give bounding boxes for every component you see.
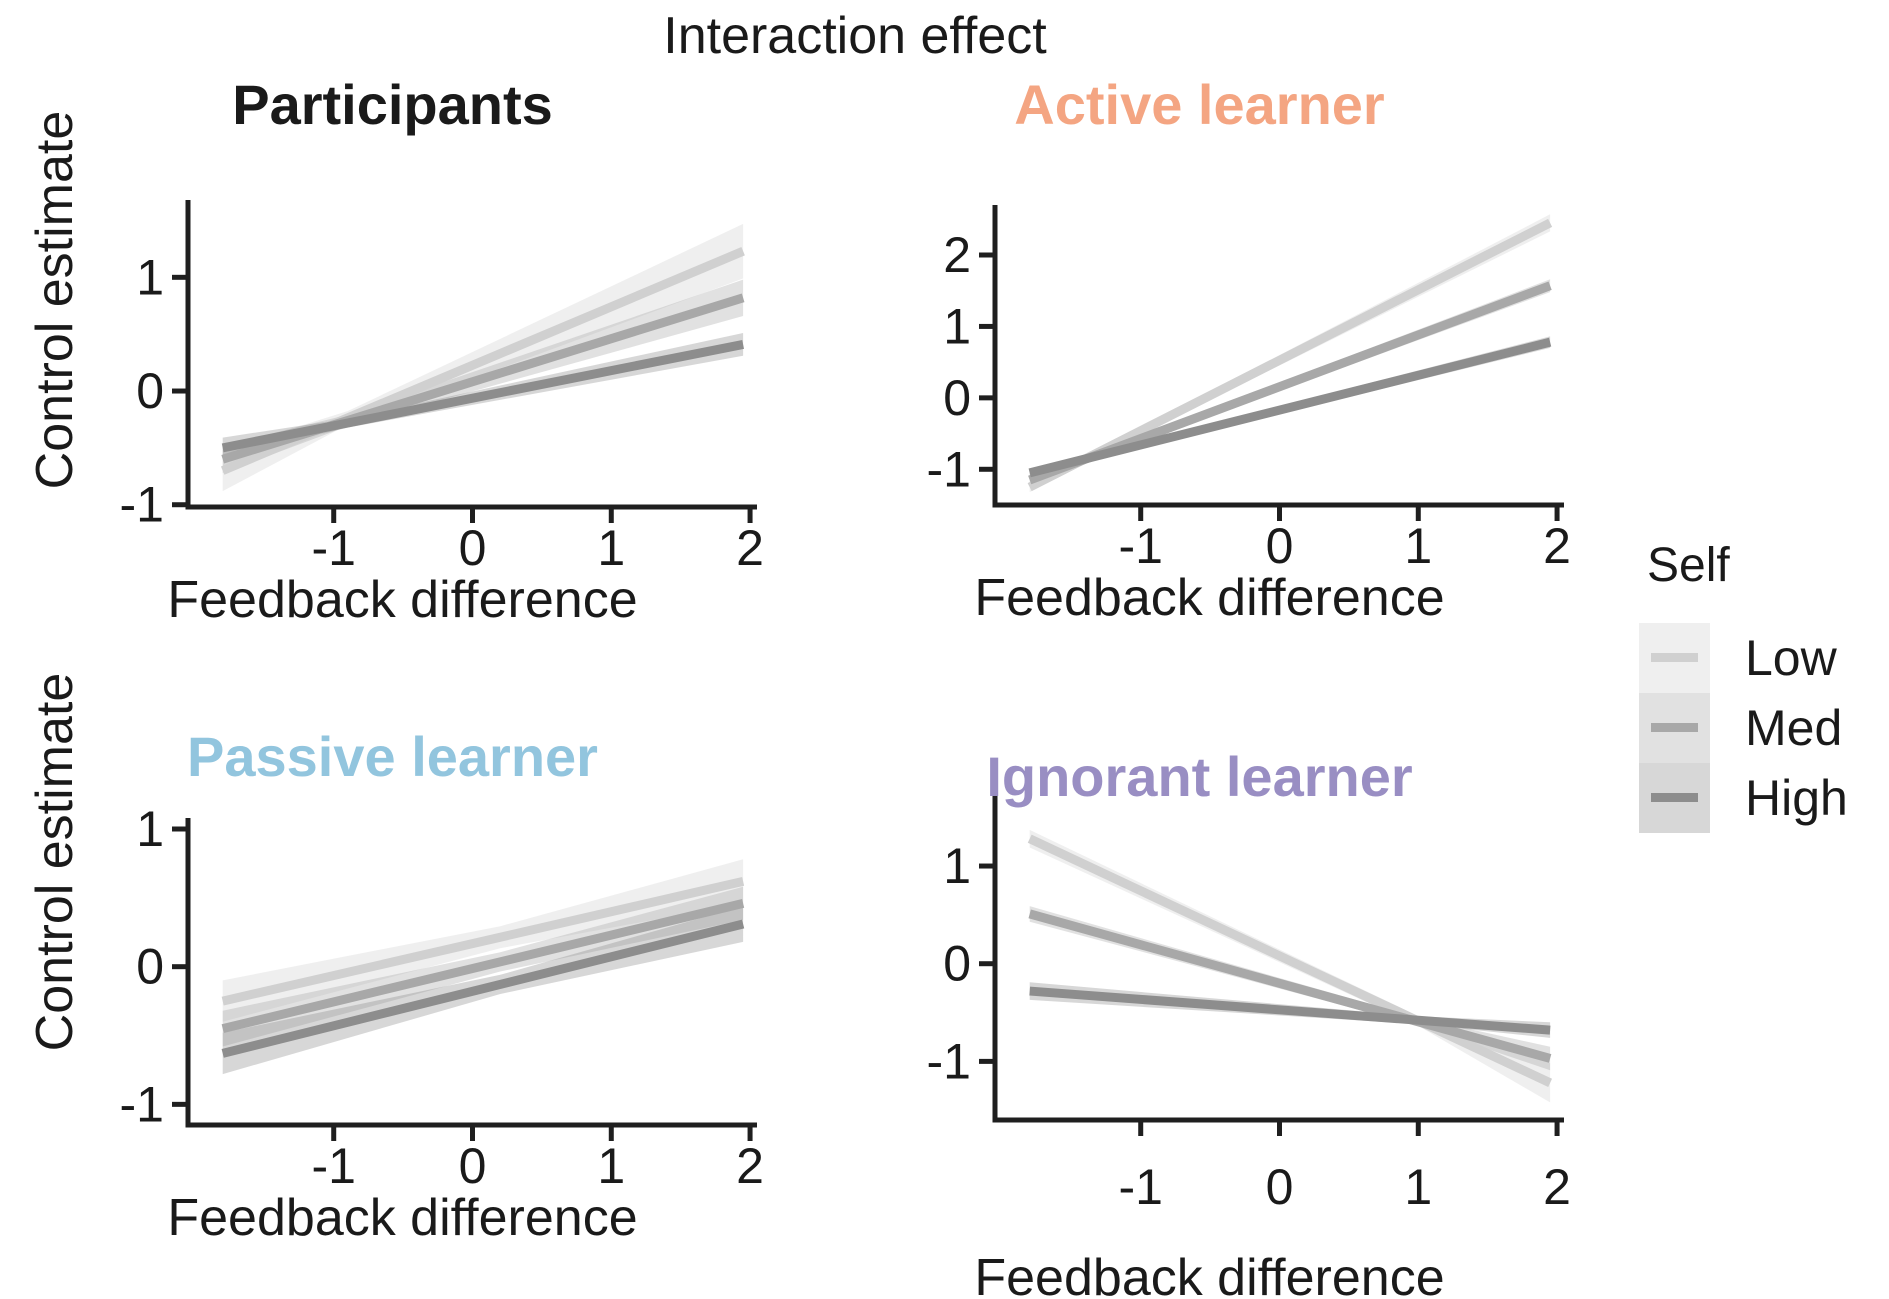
fit-line-high	[221, 339, 744, 453]
x-tick-label: 2	[1543, 518, 1571, 574]
x-axis-label-ignorant-learner: Feedback difference	[974, 1249, 1445, 1299]
x-tick-label: 1	[1404, 518, 1432, 574]
panel-title-participants: Participants	[232, 73, 553, 136]
y-tick-label: -1	[120, 1076, 164, 1132]
x-tick-label: 1	[597, 1138, 625, 1194]
legend-key-line-low	[1651, 653, 1698, 662]
legend-label-med: Med	[1745, 700, 1843, 756]
legend-key-med	[1639, 693, 1710, 763]
legend-key-line-high	[1651, 793, 1698, 802]
x-tick-label: 1	[597, 520, 625, 576]
legend-label-high: High	[1745, 770, 1848, 826]
y-tick-label: 1	[943, 838, 971, 894]
legend: Self Low Med High	[1639, 538, 1889, 878]
x-tick-label: 2	[736, 520, 764, 576]
legend-label-low: Low	[1745, 630, 1837, 686]
y-tick-label: 1	[136, 249, 164, 305]
x-tick-label: 2	[736, 1138, 764, 1194]
x-axis-label-participants: Feedback difference	[167, 571, 638, 629]
x-axis-label-passive-learner: Feedback difference	[167, 1189, 638, 1247]
y-tick-label: 1	[136, 801, 164, 857]
x-tick-label: -1	[311, 1138, 355, 1194]
legend-key-low	[1639, 623, 1710, 693]
y-tick-label: 0	[136, 363, 164, 419]
x-tick-label: 0	[459, 1138, 487, 1194]
fit-line-med	[1028, 909, 1552, 1063]
x-tick-label: 0	[1266, 1159, 1294, 1215]
axis-lines	[185, 818, 757, 1128]
y-axis-label-bottom-row: Control estimate	[26, 672, 84, 1052]
fit-line-med	[221, 898, 745, 1034]
y-tick-label: 0	[943, 936, 971, 992]
x-tick-label: -1	[1118, 1159, 1162, 1215]
x-axis-label-active-learner: Feedback difference	[974, 569, 1445, 627]
x-tick-label: 0	[1266, 518, 1294, 574]
x-tick-label: 2	[1543, 1159, 1571, 1215]
legend-key-high	[1639, 763, 1710, 833]
legend-title: Self	[1647, 539, 1730, 592]
fit-line-low	[1027, 834, 1553, 1087]
y-tick-label: 0	[943, 370, 971, 426]
legend-key-line-med	[1651, 723, 1698, 732]
y-tick-label: -1	[927, 1033, 971, 1089]
fit-line-high	[1028, 337, 1552, 478]
axis-lines	[992, 783, 1564, 1123]
fit-line-high	[221, 919, 745, 1058]
fit-line-low	[221, 876, 745, 1006]
y-tick-label: -1	[120, 477, 164, 533]
x-tick-label: -1	[1118, 518, 1162, 574]
fit-line-high	[1029, 986, 1551, 1035]
x-tick-label: 0	[459, 520, 487, 576]
panel-title-active-learner: Active learner	[1014, 73, 1385, 136]
panel-title-passive-learner: Passive learner	[187, 725, 598, 788]
x-tick-label: -1	[311, 520, 355, 576]
x-tick-label: 1	[1404, 1159, 1432, 1215]
figure-title: Interaction effect	[663, 7, 1047, 65]
axis-lines	[992, 205, 1564, 508]
y-tick-label: -1	[927, 441, 971, 497]
panel-title-ignorant-learner: Ignorant learner	[986, 745, 1413, 808]
y-axis-label-top-row: Control estimate	[26, 110, 84, 490]
y-tick-label: 2	[943, 227, 971, 283]
y-tick-label: 1	[943, 298, 971, 354]
y-tick-label: 0	[136, 939, 164, 995]
